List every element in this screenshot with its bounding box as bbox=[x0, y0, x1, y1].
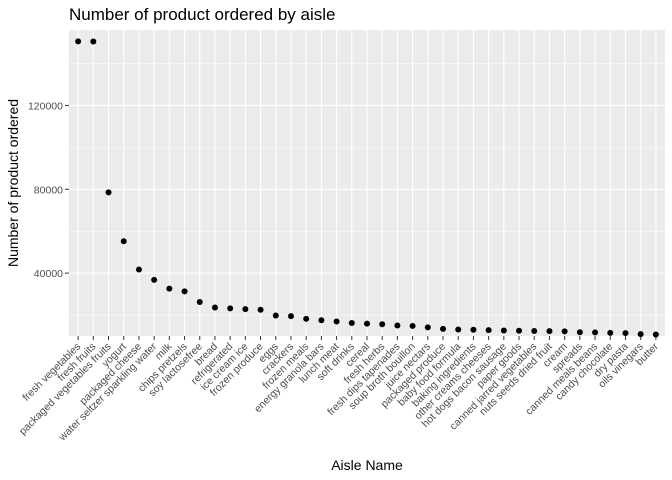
data-point bbox=[561, 328, 568, 335]
data-point bbox=[622, 330, 629, 337]
data-point bbox=[135, 266, 142, 273]
y-axis-title: Number of product ordered bbox=[5, 99, 21, 267]
data-point bbox=[516, 327, 523, 334]
data-point bbox=[105, 189, 112, 196]
data-point bbox=[500, 327, 507, 334]
data-point bbox=[151, 276, 158, 283]
data-point bbox=[120, 238, 127, 245]
data-point bbox=[272, 312, 279, 319]
data-point bbox=[333, 318, 340, 325]
chart-title: Number of product ordered by aisle bbox=[69, 5, 335, 24]
data-point bbox=[166, 285, 173, 292]
data-point bbox=[90, 38, 97, 45]
data-point bbox=[303, 315, 310, 322]
y-axis: 40000 80000 120000 bbox=[28, 100, 69, 280]
data-point bbox=[424, 324, 431, 331]
data-point bbox=[607, 329, 614, 336]
data-point bbox=[455, 326, 462, 333]
data-point bbox=[211, 304, 218, 311]
data-point bbox=[485, 327, 492, 334]
data-point bbox=[227, 305, 234, 312]
data-point bbox=[242, 306, 249, 313]
data-point bbox=[440, 325, 447, 332]
data-point bbox=[364, 320, 370, 327]
data-point bbox=[470, 326, 477, 333]
data-point bbox=[181, 288, 188, 295]
data-point bbox=[546, 328, 553, 335]
y-tick-label: 40000 bbox=[34, 268, 63, 280]
data-point bbox=[592, 329, 599, 336]
data-point bbox=[196, 299, 203, 306]
y-tick-label: 80000 bbox=[34, 184, 63, 196]
y-tick-label: 120000 bbox=[28, 100, 63, 112]
data-point bbox=[287, 313, 294, 320]
data-point bbox=[257, 306, 264, 313]
data-point bbox=[394, 322, 401, 329]
data-point bbox=[576, 329, 583, 336]
x-axis-title: Aisle Name bbox=[331, 457, 403, 473]
data-points bbox=[75, 38, 659, 338]
data-point bbox=[531, 327, 538, 334]
grid-lines bbox=[69, 30, 665, 336]
data-point bbox=[318, 317, 325, 324]
data-point bbox=[637, 331, 644, 338]
data-point bbox=[75, 38, 82, 45]
data-point bbox=[379, 321, 386, 328]
data-point bbox=[348, 320, 355, 327]
data-point bbox=[409, 322, 416, 329]
data-point bbox=[652, 331, 659, 338]
